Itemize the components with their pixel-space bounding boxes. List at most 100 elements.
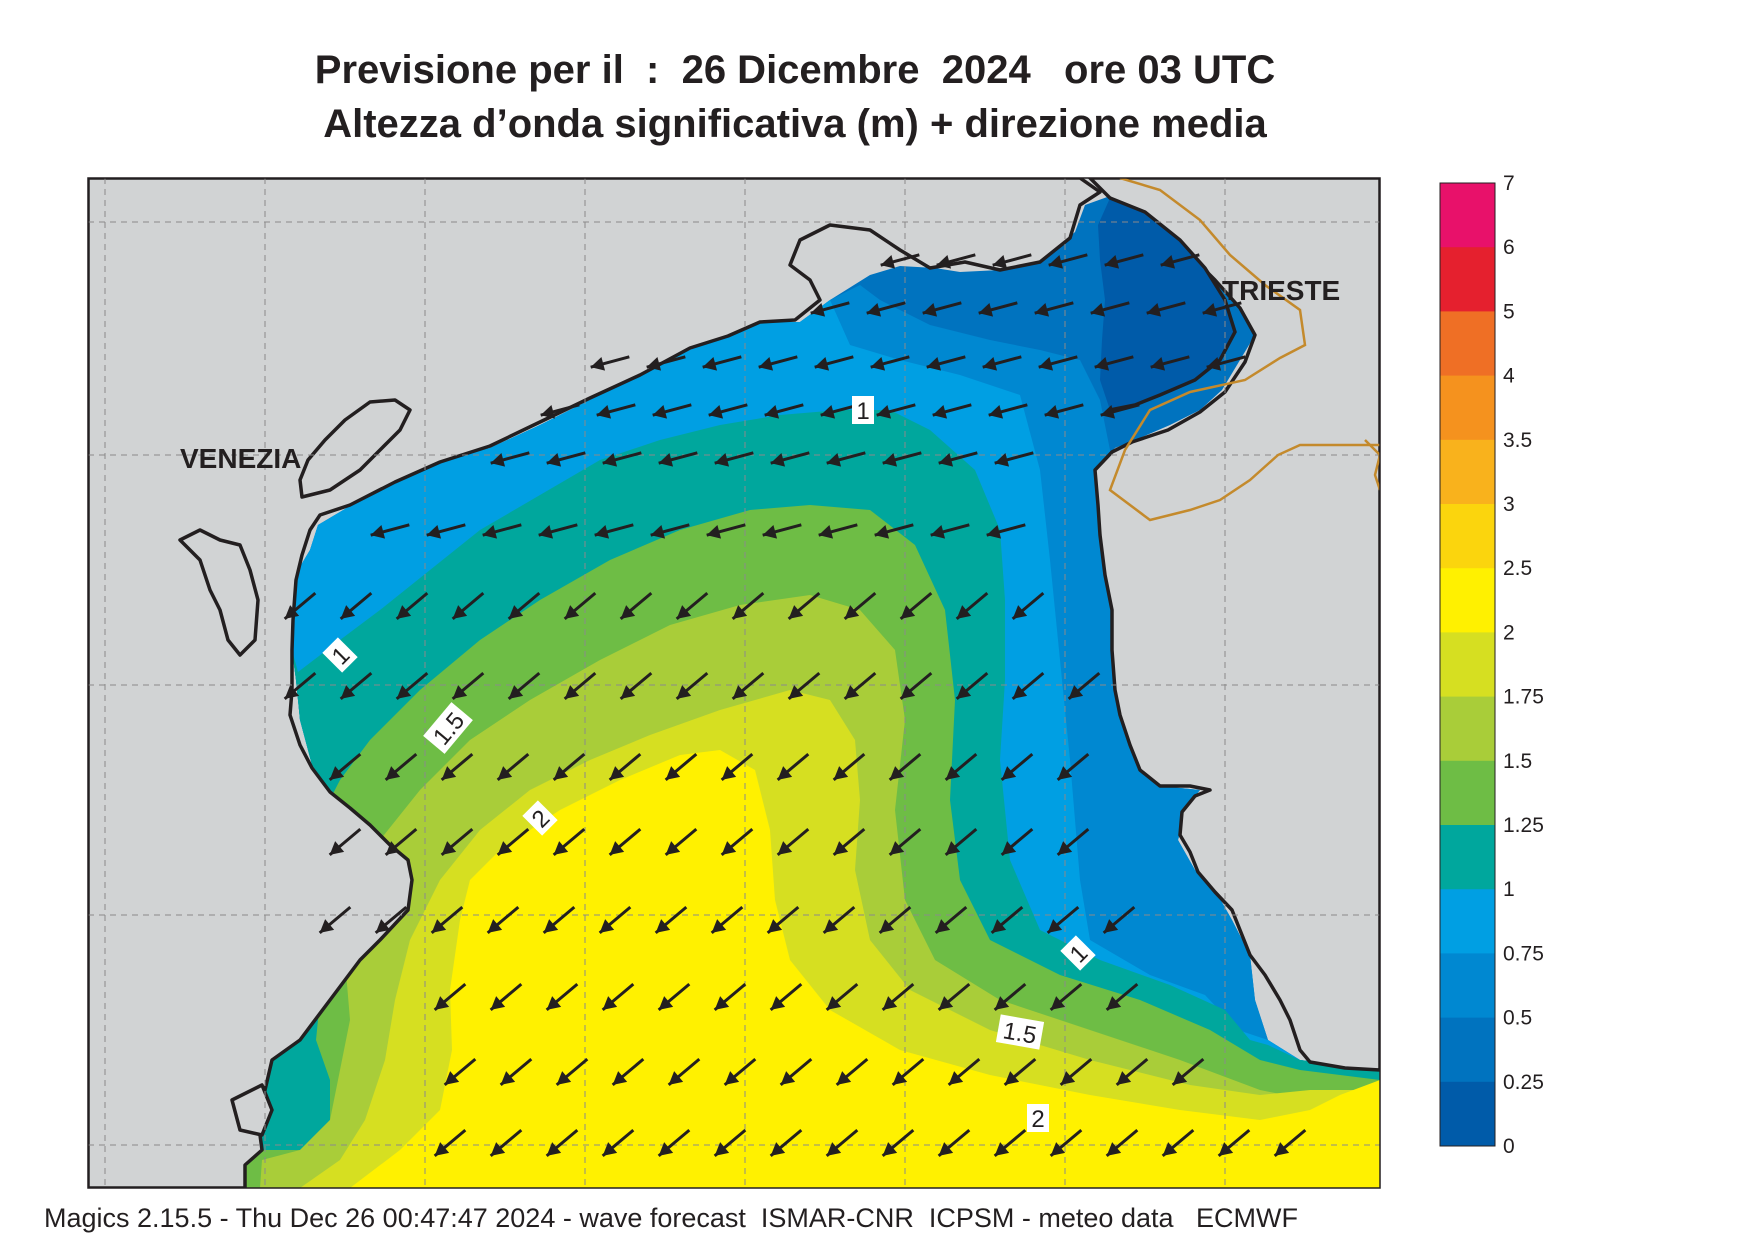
color-scale-swatch [1440,696,1495,762]
wave-direction-arrowhead [708,405,724,419]
wave-direction-arrowhead [777,766,793,780]
svg-text:1: 1 [856,398,869,425]
wave-direction-arrowhead [836,1071,852,1085]
wave-direction-arrowhead [702,357,718,371]
wave-direction-arrowhead [1001,766,1017,780]
wave-direction-arrowhead [434,996,450,1010]
wave-direction-arrowhead [646,357,662,371]
wave-direction-arrowhead [658,1142,674,1156]
wave-direction-arrowhead [767,919,783,933]
wave-direction-arrowhead [870,357,886,371]
trieste-coastline [1109,196,1237,412]
wave-direction-arrowhead [938,1142,954,1156]
wave-direction-arrowhead [945,766,961,780]
border-line-2 [1364,439,1380,491]
wave-direction-arrowhead [938,453,954,467]
wave-direction-arrowhead [948,1071,964,1085]
wave-direction-arrowhead [810,303,826,317]
color-scale-tick-label: 6 [1503,236,1515,259]
wave-direction-arrowhead [764,405,780,419]
color-scale-tick-label: 2.5 [1503,557,1532,580]
wave-direction-arrowhead [882,996,898,1010]
wave-direction-arrowhead [982,357,998,371]
wave-direction-arrowhead [932,405,948,419]
wave-direction-arrowhead [994,996,1010,1010]
wave-direction-arrowhead [1100,405,1116,419]
wave-direction-arrowhead [758,357,774,371]
svg-text:2: 2 [1031,1106,1044,1133]
wave-direction-arrowhead [777,841,793,855]
wave-direction-arrowhead [553,766,569,780]
wave-direction-arrowhead [826,996,842,1010]
wave-direction-arrowhead [1146,303,1162,317]
wave-direction-arrowhead [926,357,942,371]
contour-label: 1.5 [995,1014,1045,1050]
color-scale-tick-label: 4 [1503,365,1515,388]
color-scale-swatch [1440,568,1495,633]
wave-direction-arrowhead [892,1071,908,1085]
wave-direction-arrowhead [284,605,300,619]
wave-direction-arrowhead [721,766,737,780]
wave-direction-arrowhead [1104,255,1120,269]
wave-direction-arrowhead [546,996,562,1010]
wave-direction-arrowhead [385,766,401,780]
wave-direction-arrowhead [1050,1142,1066,1156]
wave-direction-arrowhead [770,996,786,1010]
border-line [1108,178,1380,522]
wave-direction-arrowhead [823,919,839,933]
color-scale-tick-label: 1.75 [1503,686,1544,709]
wave-direction-arrowhead [770,453,786,467]
wave-direction-arrowhead [900,605,916,619]
wave-direction-arrowhead [434,1142,450,1156]
wave-direction-arrowhead [706,525,722,539]
wave-arrows [283,253,1307,1158]
wave-direction-arrowhead [1106,1142,1122,1156]
wave-direction-arrowhead [994,1142,1010,1156]
svg-text:1.5: 1.5 [1001,1017,1039,1049]
wave-direction-arrowhead [602,1142,618,1156]
wave-direction-arrowhead [826,453,842,467]
wave-direction-arrowhead [780,1071,796,1085]
wave-direction-arrowhead [385,841,401,855]
wave-direction-arrowhead [936,255,952,269]
wave-direction-arrowhead [879,919,895,933]
wave-direction-arrowhead [500,1071,516,1085]
color-scale-swatch [1440,183,1495,248]
wave-direction-arrowhead [431,919,447,933]
wave-direction-arrowhead [788,685,804,699]
wave-direction-arrowhead [788,605,804,619]
wave-direction-arrowhead [543,919,559,933]
wave-direction-arrowhead [1012,685,1028,699]
color-scale-tick-label: 7 [1503,172,1515,195]
wave-direction-arrowhead [658,996,674,1010]
wave-direction-arrowhead [978,303,994,317]
wave-direction-arrowhead [732,605,748,619]
grid [88,178,1380,1188]
wave-direction-arrowhead [546,1142,562,1156]
wave-direction-arrowhead [994,453,1010,467]
wave-direction-arrowhead [482,525,498,539]
wave-direction-arrowhead [340,685,356,699]
wave-direction-arrowhead [922,303,938,317]
wave-direction-arrowhead [329,766,345,780]
sea-band-7 [88,750,1380,1188]
wave-direction-arrowhead [988,405,1004,419]
wave-direction-arrowhead [1050,996,1066,1010]
wave-direction-arrowhead [874,525,890,539]
wave-direction-arrowhead [508,605,524,619]
wave-direction-arrowhead [556,1071,572,1085]
footer-credits: Magics 2.15.5 - Thu Dec 26 00:47:47 2024… [44,1203,1298,1233]
wave-direction-arrowhead [992,255,1008,269]
wave-direction-arrowhead [490,453,506,467]
wave-direction-arrowhead [553,841,569,855]
wave-direction-arrowhead [375,919,391,933]
wave-direction-arrowhead [820,405,836,419]
wave-direction-arrowhead [564,685,580,699]
wave-direction-arrowhead [732,685,748,699]
wave-direction-arrowhead [1012,605,1028,619]
color-scale-swatch [1440,247,1495,312]
wave-direction-arrowhead [935,919,951,933]
coastline [88,178,1380,1188]
wave-direction-arrowhead [1206,357,1222,371]
